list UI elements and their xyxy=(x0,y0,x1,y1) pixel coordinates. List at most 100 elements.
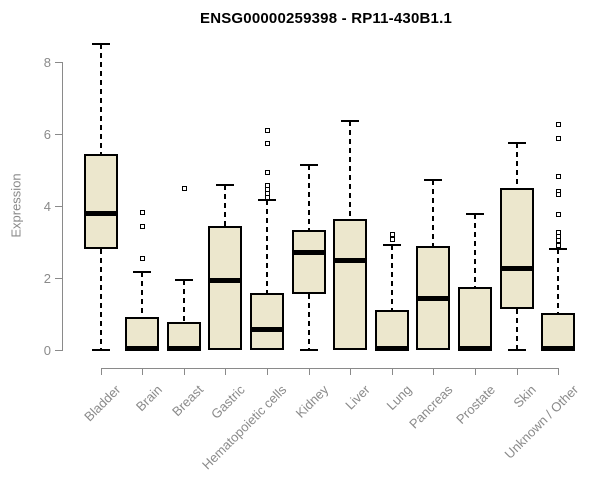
median-line-lung xyxy=(374,346,409,352)
y-axis-tick-label: 0 xyxy=(43,343,51,358)
outlier-point-breast xyxy=(181,186,187,192)
x-axis-tick xyxy=(225,368,227,375)
x-axis-tick xyxy=(267,368,268,375)
whisker-upper-lung xyxy=(390,245,393,311)
outlier-point-brain xyxy=(140,209,146,215)
x-axis-label-liver: Liver xyxy=(342,382,373,413)
outlier-point-unknown-other xyxy=(556,121,562,127)
whisker-cap-upper-kidney xyxy=(299,164,318,167)
whisker-cap-upper-pancreas xyxy=(424,179,443,182)
whisker-lower-skin xyxy=(515,308,518,350)
x-axis-tick xyxy=(516,368,518,375)
whisker-upper-skin xyxy=(515,143,518,188)
x-axis-tick xyxy=(183,368,185,375)
whisker-upper-pancreas xyxy=(432,180,435,247)
x-axis-line xyxy=(100,368,560,369)
outlier-point-unknown-other xyxy=(556,211,562,217)
outlier-point-unknown-other xyxy=(556,243,562,249)
outlier-point-unknown-other xyxy=(556,173,562,179)
x-axis-label-skin: Skin xyxy=(510,382,540,411)
outlier-point-lung xyxy=(389,237,395,243)
boxplot-box-prostate xyxy=(458,287,492,350)
outlier-point-hematopoietic-cells xyxy=(265,195,270,201)
whisker-upper-liver xyxy=(349,120,352,219)
whisker-cap-upper-liver xyxy=(341,119,360,122)
median-line-breast xyxy=(166,346,201,352)
y-axis-tick xyxy=(55,61,62,63)
boxplot-box-kidney xyxy=(291,230,326,294)
whisker-lower-bladder xyxy=(99,249,102,350)
x-axis-label-bladder: Bladder xyxy=(80,382,124,425)
outlier-point-hematopoietic-cells xyxy=(265,141,270,147)
whisker-cap-lower-kidney xyxy=(299,349,318,351)
whisker-upper-gastric xyxy=(224,184,227,227)
median-line-skin xyxy=(499,265,534,271)
median-line-unknown-other xyxy=(541,346,576,352)
median-line-kidney xyxy=(291,249,326,255)
x-axis-label-brain: Brain xyxy=(132,382,165,415)
boxplot-box-lung xyxy=(374,310,409,350)
x-axis-label-unknown-other: Unknown / Other xyxy=(501,382,581,462)
median-line-hematopoietic-cells xyxy=(250,327,284,333)
y-axis-tick xyxy=(55,205,62,207)
y-axis-tick-label: 6 xyxy=(43,126,51,142)
y-axis-tick xyxy=(55,133,62,135)
whisker-upper-brain xyxy=(141,272,144,317)
whisker-cap-upper-gastric xyxy=(216,183,235,186)
median-line-prostate xyxy=(458,346,492,352)
whisker-cap-upper-prostate xyxy=(466,212,484,215)
boxplot-box-skin xyxy=(499,187,534,309)
whisker-cap-upper-brain xyxy=(133,271,152,274)
whisker-cap-upper-skin xyxy=(507,142,526,145)
whisker-upper-hematopoietic-cells xyxy=(266,199,268,294)
whisker-upper-breast xyxy=(182,280,185,322)
whisker-cap-lower-bladder xyxy=(91,349,110,351)
outlier-point-hematopoietic-cells xyxy=(265,128,270,134)
x-axis-tick xyxy=(558,368,560,375)
y-axis-tick xyxy=(55,277,62,279)
outlier-point-unknown-other xyxy=(556,238,562,244)
outlier-point-unknown-other xyxy=(556,136,562,142)
x-axis-tick xyxy=(475,368,476,375)
x-axis-tick xyxy=(308,368,310,375)
x-axis-label-breast: Breast xyxy=(169,382,207,420)
x-axis-label-pancreas: Pancreas xyxy=(406,382,457,432)
whisker-upper-prostate xyxy=(474,213,476,288)
median-line-liver xyxy=(333,258,368,264)
whisker-cap-upper-unknown-other xyxy=(549,247,568,250)
whisker-cap-upper-lung xyxy=(382,244,401,247)
outlier-point-unknown-other xyxy=(556,192,562,198)
median-line-gastric xyxy=(208,277,243,283)
y-axis-line xyxy=(62,61,63,351)
median-line-bladder xyxy=(83,211,118,217)
y-axis-tick-label: 4 xyxy=(43,198,51,214)
boxplot-box-liver xyxy=(333,218,368,350)
outlier-point-lung xyxy=(389,231,395,237)
whisker-cap-lower-skin xyxy=(507,349,526,351)
x-axis-tick xyxy=(391,368,393,375)
x-axis-tick xyxy=(350,368,352,375)
y-axis-tick-label: 8 xyxy=(43,54,51,70)
boxplot-box-bladder xyxy=(83,153,118,250)
x-axis-label-gastric: Gastric xyxy=(208,382,249,422)
x-axis-label-lung: Lung xyxy=(383,382,415,414)
boxplot-box-hematopoietic-cells xyxy=(250,293,284,350)
x-axis-tick xyxy=(100,368,102,375)
y-axis-tick-label: 2 xyxy=(43,270,51,286)
x-axis-tick xyxy=(142,368,144,375)
x-axis-label-prostate: Prostate xyxy=(452,382,498,427)
whisker-upper-bladder xyxy=(99,43,102,154)
outlier-point-brain xyxy=(140,224,146,230)
whisker-cap-upper-bladder xyxy=(91,42,110,45)
median-line-brain xyxy=(125,346,160,352)
outlier-point-hematopoietic-cells xyxy=(265,170,270,176)
chart-title: ENSG00000259398 - RP11-430B1.1 xyxy=(199,10,452,27)
whisker-upper-unknown-other xyxy=(557,248,560,314)
boxplot-box-brain xyxy=(125,316,160,350)
y-axis-tick xyxy=(55,350,62,351)
median-line-pancreas xyxy=(416,296,451,302)
whisker-lower-kidney xyxy=(307,293,310,350)
x-axis-label-kidney: Kidney xyxy=(292,382,332,421)
boxplot-box-gastric xyxy=(208,226,243,350)
